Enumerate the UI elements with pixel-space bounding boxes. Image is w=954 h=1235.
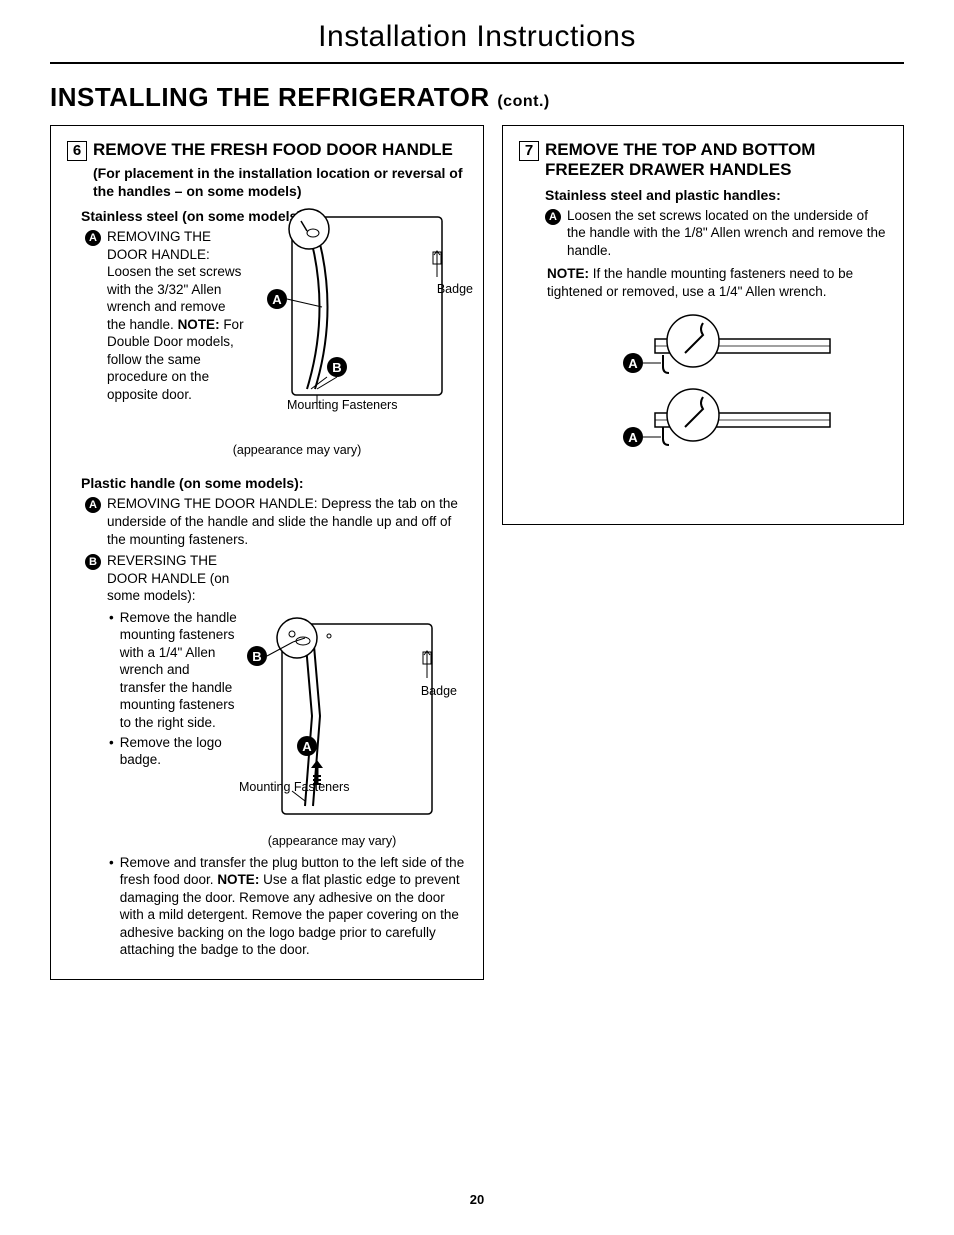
content-columns: 6 REMOVE THE FRESH FOOD DOOR HANDLE (For…	[50, 125, 904, 980]
bullet-3-note-label: NOTE:	[217, 872, 259, 887]
step-6-figure-1: A B Badge Mounting Fasteners	[237, 207, 467, 437]
step-6-bullet-list-2: • Remove and transfer the plug button to…	[109, 854, 467, 959]
page-number: 20	[0, 1192, 954, 1207]
svg-text:A: A	[272, 292, 282, 307]
fig2-badge-label: Badge	[421, 684, 457, 698]
fig2-mount-label: Mounting Fasteners	[239, 781, 349, 795]
page-title: Installation Instructions	[50, 20, 904, 64]
step-7-figure: A A	[563, 311, 843, 481]
step-6-plastic-item-a: A REMOVING THE DOOR HANDLE: Depress the …	[85, 495, 467, 548]
fig2-mount-text: Mounting Fasteners	[239, 780, 349, 794]
step-6-figure-2: B A Badge Mounting Fasteners	[197, 616, 457, 846]
step-6-ss-a-text: REMOVING THE DOOR HANDLE: Loosen the set…	[107, 228, 245, 403]
step-7-ss-heading: Stainless steel and plastic handles:	[545, 187, 887, 203]
letter-badge-a-icon: A	[85, 497, 101, 513]
step-6-title: REMOVE THE FRESH FOOD DOOR HANDLE	[93, 140, 467, 160]
step-6-column: 6 REMOVE THE FRESH FOOD DOOR HANDLE (For…	[50, 125, 484, 980]
step-7-title: REMOVE THE TOP AND BOTTOM FREEZER DRAWER…	[545, 140, 887, 181]
svg-text:A: A	[302, 739, 312, 754]
step-7-note-label: NOTE:	[547, 266, 589, 281]
letter-badge-b-icon: B	[85, 554, 101, 570]
step-7-a-text: Loosen the set screws located on the und…	[567, 207, 887, 260]
step-6-subtitle: (For placement in the installation locat…	[93, 165, 467, 200]
step-7-note: NOTE: If the handle mounting fasteners n…	[547, 265, 887, 300]
step-6-plastic-b-text: REVERSING THE DOOR HANDLE (on some model…	[107, 552, 230, 605]
step-6-plastic-a-text: REMOVING THE DOOR HANDLE: Depress the ta…	[107, 495, 467, 548]
step-7-item-a: A Loosen the set screws located on the u…	[545, 207, 887, 260]
bullet-3: • Remove and transfer the plug button to…	[109, 854, 467, 959]
door-handle-diagram-1: A B	[237, 207, 457, 407]
step-7-number-box: 7	[519, 141, 539, 161]
section-title: INSTALLING THE REFRIGERATOR (cont.)	[50, 82, 904, 113]
letter-badge-a-icon: A	[545, 209, 561, 225]
bullet-dot-icon: •	[109, 854, 114, 959]
step-7-header: 7 REMOVE THE TOP AND BOTTOM FREEZER DRAW…	[519, 140, 887, 181]
fig1-caption: (appearance may vary)	[127, 443, 467, 457]
fig1-mount-label: Mounting Fasteners	[287, 399, 397, 413]
drawer-handle-diagram: A A	[563, 311, 843, 481]
fig1-mount-text: Mounting Fasteners	[287, 398, 397, 412]
step-6-plastic-heading: Plastic handle (on some models):	[81, 475, 467, 491]
fig1-badge-label: Badge	[437, 282, 473, 296]
step-6-plastic-item-b: B REVERSING THE DOOR HANDLE (on some mod…	[85, 552, 230, 605]
letter-badge-a-icon: A	[85, 230, 101, 246]
svg-text:A: A	[628, 430, 638, 445]
svg-text:A: A	[628, 356, 638, 371]
bullet-dot-icon: •	[109, 609, 114, 732]
bullet-dot-icon: •	[109, 734, 114, 769]
section-title-main: INSTALLING THE REFRIGERATOR	[50, 82, 490, 112]
step-7-column: 7 REMOVE THE TOP AND BOTTOM FREEZER DRAW…	[502, 125, 904, 525]
svg-text:B: B	[252, 649, 261, 664]
step-6-ss-a-note-label: NOTE:	[178, 317, 220, 332]
step-6-header: 6 REMOVE THE FRESH FOOD DOOR HANDLE	[67, 140, 467, 161]
step-6-number-box: 6	[67, 141, 87, 161]
svg-text:B: B	[332, 360, 341, 375]
step-6-ss-item-a: A REMOVING THE DOOR HANDLE: Loosen the s…	[85, 228, 245, 403]
bullet-3-text: Remove and transfer the plug button to t…	[120, 854, 467, 959]
step-7-note-text: If the handle mounting fasteners need to…	[547, 266, 853, 299]
section-title-cont: (cont.)	[497, 93, 549, 110]
